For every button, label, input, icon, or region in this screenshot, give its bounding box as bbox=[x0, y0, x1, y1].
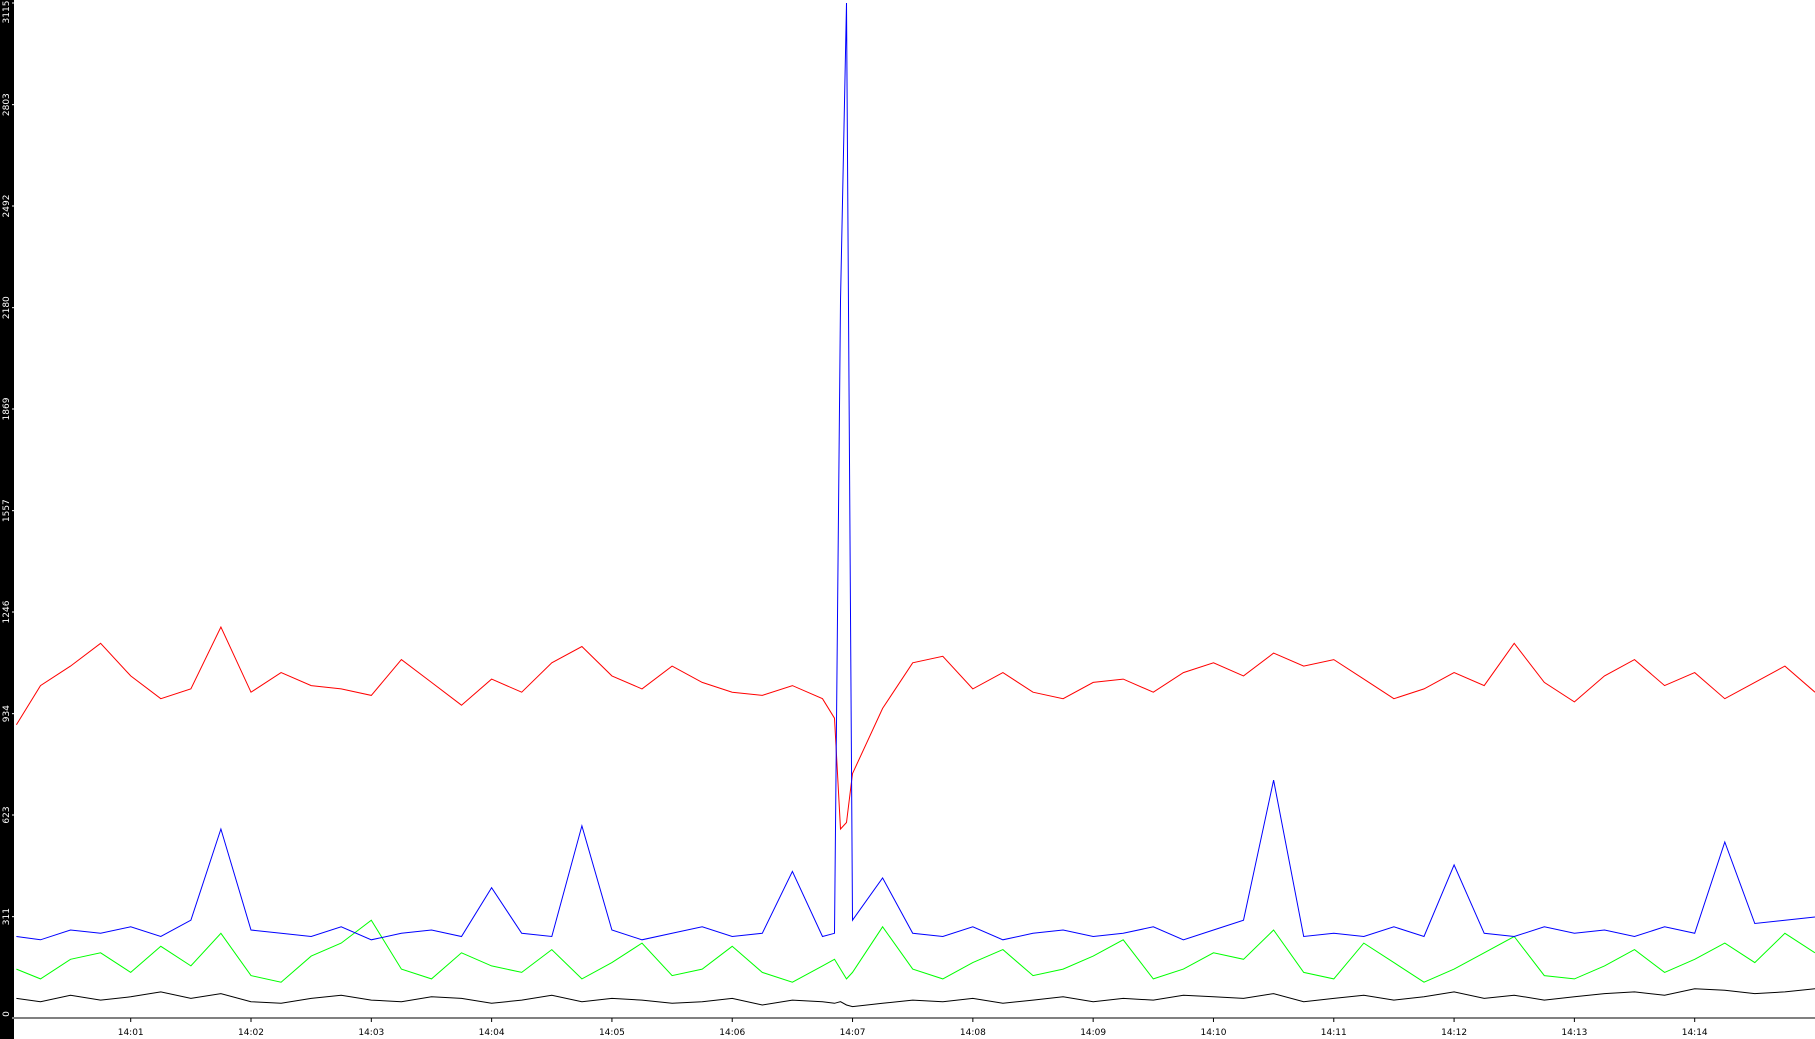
series-line bbox=[16, 919, 1815, 983]
x-tick-label: 14:06 bbox=[719, 1028, 745, 1038]
y-tick-label: 2803 bbox=[2, 93, 12, 116]
x-tick-label: 14:07 bbox=[840, 1028, 866, 1038]
x-tick-label: 14:02 bbox=[238, 1028, 264, 1038]
x-tick-label: 14:01 bbox=[118, 1028, 144, 1038]
series-line bbox=[15, 625, 1815, 831]
x-tick-label: 14:10 bbox=[1200, 1028, 1226, 1038]
series-line bbox=[16, 2, 1815, 941]
x-tick-label: 14:13 bbox=[1561, 1028, 1587, 1038]
series-line bbox=[16, 988, 1815, 1008]
y-tick-label: 1557 bbox=[2, 499, 12, 522]
x-tick-label: 14:08 bbox=[960, 1028, 986, 1038]
x-tick-label: 14:12 bbox=[1441, 1028, 1467, 1038]
y-tick-label: 1246 bbox=[2, 600, 12, 623]
y-tick-label: 1869 bbox=[2, 397, 12, 420]
y-tick-label: 2492 bbox=[2, 195, 12, 218]
y-tick-label: 623 bbox=[2, 806, 12, 823]
y-tick-label: 0 bbox=[2, 1011, 12, 1017]
y-axis-bar bbox=[0, 0, 14, 1039]
y-tick-label: 311 bbox=[2, 908, 12, 925]
x-tick-label: 14:03 bbox=[358, 1028, 384, 1038]
y-tick-label: 2180 bbox=[2, 296, 12, 319]
y-tick-label: 934 bbox=[2, 705, 12, 722]
x-tick-label: 14:11 bbox=[1321, 1028, 1347, 1038]
y-tick-label: 3115 bbox=[2, 1, 12, 24]
x-tick-label: 14:09 bbox=[1080, 1028, 1106, 1038]
x-tick-label: 14:05 bbox=[599, 1028, 625, 1038]
x-tick-label: 14:04 bbox=[479, 1028, 505, 1038]
x-tick-label: 14:14 bbox=[1682, 1028, 1708, 1038]
